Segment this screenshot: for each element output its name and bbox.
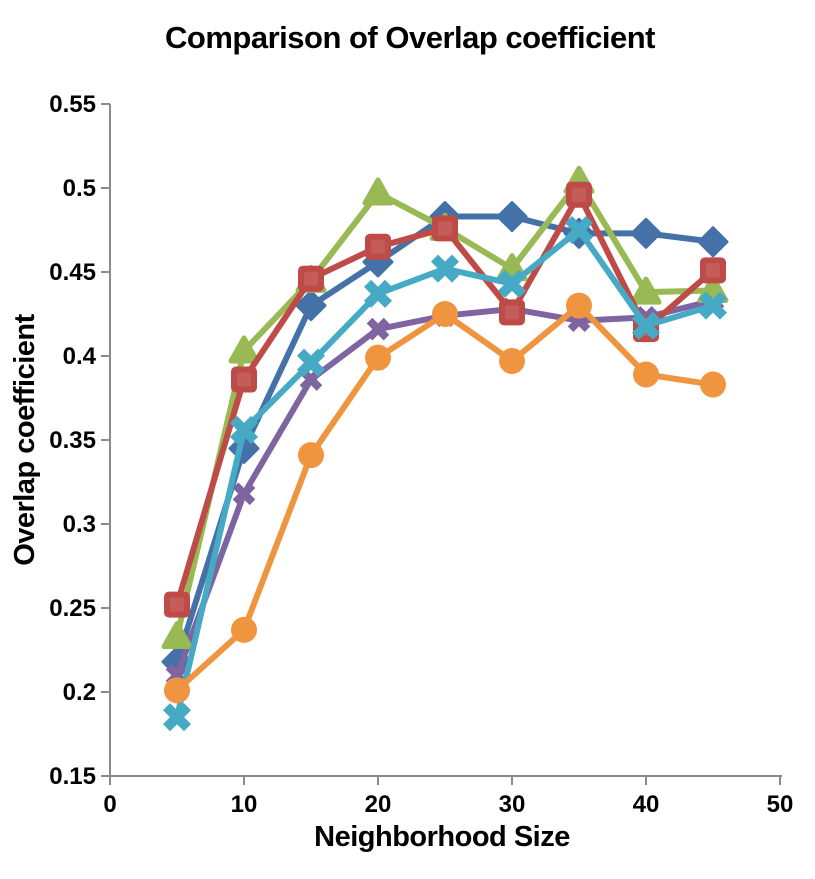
marker-circle — [499, 348, 525, 375]
marker-x-thick — [229, 415, 259, 444]
marker-x-thick — [497, 269, 527, 298]
marker-square-inner — [237, 372, 251, 387]
series-red-square — [164, 181, 726, 618]
marker-square — [499, 299, 525, 326]
y-tick-label: 0.25 — [49, 595, 96, 622]
marker-x — [366, 317, 390, 341]
marker-x-thick — [430, 254, 460, 283]
series-teal-x — [162, 215, 728, 732]
y-tick-label: 0.4 — [63, 343, 97, 370]
marker-x-thick — [564, 215, 594, 245]
marker-circle — [700, 371, 726, 398]
x-tick-label: 0 — [103, 791, 116, 818]
marker-x-thick — [162, 703, 192, 732]
marker-diamond — [295, 290, 327, 322]
x-tick-label: 20 — [365, 791, 392, 818]
marker-x-thick — [296, 348, 326, 377]
marker-square-inner — [572, 187, 586, 202]
y-tick-label: 0.15 — [49, 763, 96, 790]
marker-square-inner — [505, 305, 519, 320]
marker-circle — [566, 292, 592, 319]
y-tick-label: 0.55 — [49, 91, 96, 118]
marker-circle — [298, 442, 324, 469]
marker-square — [432, 215, 458, 242]
marker-circle — [231, 616, 257, 643]
data-series — [161, 165, 729, 732]
x-axis-title: Neighborhood Size — [314, 821, 570, 853]
marker-square-inner — [304, 271, 318, 286]
y-tick-label: 0.45 — [49, 259, 96, 286]
marker-diamond — [496, 201, 528, 233]
y-tick-label: 0.3 — [63, 511, 96, 538]
marker-square-inner — [170, 597, 184, 612]
marker-square — [164, 591, 190, 618]
marker-circle — [633, 361, 659, 388]
x-tick-label: 30 — [499, 791, 526, 818]
y-tick-label: 0.35 — [49, 427, 96, 454]
marker-diamond — [630, 217, 662, 249]
marker-square — [566, 181, 592, 208]
marker-triangle — [228, 335, 260, 364]
marker-x-thick — [363, 279, 393, 308]
x-tick-label: 50 — [767, 791, 794, 818]
marker-x — [232, 482, 256, 506]
y-axis-title: Overlap coefficient — [9, 313, 41, 565]
series-orange-circle — [164, 292, 726, 704]
series-line-red-square — [174, 191, 716, 608]
series-line-green-triangle — [174, 178, 716, 640]
axes: 0.15 0.2 0.25 0.3 0.35 0.4 0.45 0.5 0.55 0 10 20 30 4… — [49, 91, 793, 818]
marker-diamond — [697, 226, 729, 258]
marker-x-thick — [698, 291, 728, 320]
marker-circle — [164, 677, 190, 704]
x-tick-label: 10 — [231, 791, 258, 818]
marker-circle — [432, 301, 458, 327]
marker-square — [365, 233, 391, 260]
marker-x-thick — [631, 311, 661, 340]
marker-square-inner — [371, 239, 385, 254]
marker-circle — [365, 344, 391, 371]
y-tick-label: 0.5 — [63, 175, 96, 202]
marker-triangle — [161, 621, 193, 650]
marker-square-inner — [438, 221, 452, 236]
y-tick-label: 0.2 — [63, 679, 96, 706]
x-tick-label: 40 — [633, 791, 660, 818]
chart-title: Comparison of Overlap coefficient — [165, 20, 655, 55]
marker-square — [700, 257, 726, 284]
marker-square-inner — [706, 263, 720, 278]
marker-square — [231, 366, 257, 393]
marker-triangle — [362, 177, 394, 206]
marker-triangle — [630, 276, 662, 305]
marker-square — [298, 265, 324, 292]
